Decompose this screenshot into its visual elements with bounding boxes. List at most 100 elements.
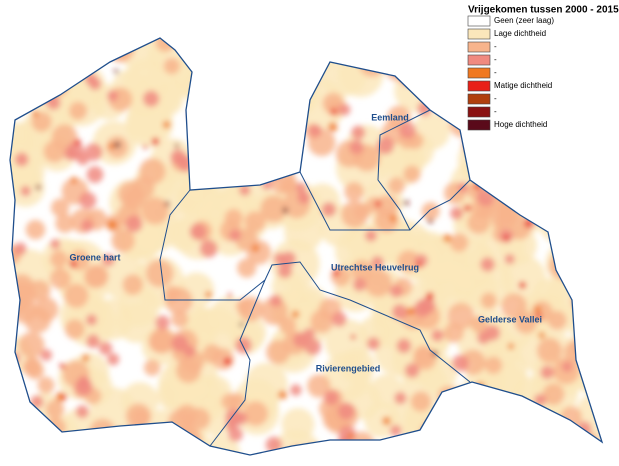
density-blob (518, 281, 527, 289)
density-blob (292, 332, 308, 348)
density-blob (37, 376, 55, 394)
density-blob (149, 327, 176, 354)
density-blob (364, 269, 393, 297)
density-blob (561, 361, 573, 373)
density-blob (290, 384, 302, 396)
region-labels: Eemland Groene hart Utrechtse Heuvelrug Riv… (69, 112, 542, 373)
density-blob (417, 38, 436, 52)
density-blob (350, 334, 356, 340)
density-blob (352, 277, 367, 292)
density-blob (165, 435, 185, 455)
density-blob (570, 38, 602, 69)
density-blob (228, 426, 243, 442)
density-blob (143, 144, 148, 150)
density-blob (489, 451, 497, 455)
density-blob (333, 269, 340, 277)
density-blob (452, 354, 469, 372)
density-blob (193, 440, 199, 445)
density-blob (555, 201, 588, 235)
density-blob (64, 319, 85, 340)
density-blob (347, 432, 354, 439)
density-blob (227, 293, 233, 298)
density-blob (206, 160, 211, 165)
density-blob (476, 135, 519, 179)
legend-label: Matige dichtheid (494, 81, 552, 90)
density-blob (399, 122, 416, 139)
density-blob (456, 428, 484, 455)
density-blob (324, 319, 371, 365)
density-blob (304, 338, 322, 356)
density-blob (388, 177, 405, 195)
legend-label: - (494, 68, 497, 77)
density-blob (397, 250, 420, 273)
density-blob (199, 239, 218, 258)
density-blob (410, 391, 432, 412)
legend-label: - (494, 42, 497, 51)
density-blob (470, 316, 488, 334)
density-blob (26, 361, 45, 380)
density-blob (233, 69, 255, 91)
density-blob (396, 338, 412, 354)
density-blob (563, 221, 602, 262)
density-blob (264, 146, 289, 171)
density-blob (221, 393, 239, 411)
density-blob (10, 87, 15, 96)
density-blob (64, 38, 82, 45)
density-blob (291, 310, 300, 319)
density-blob (421, 202, 440, 221)
density-blob (42, 50, 78, 86)
density-blob (198, 85, 215, 102)
region-label: Groene hart (69, 252, 120, 262)
density-blob (560, 266, 577, 282)
density-blob (549, 156, 568, 175)
region-label: Utrechtse Heuvelrug (331, 262, 419, 272)
density-blob (286, 38, 312, 49)
density-blob (271, 270, 305, 303)
density-blob (338, 103, 351, 116)
density-blob (224, 208, 243, 228)
density-blob (22, 445, 30, 453)
density-blob (493, 411, 512, 430)
density-blob (239, 184, 251, 196)
density-blob (416, 262, 422, 269)
density-blob (31, 445, 48, 455)
density-blob (389, 425, 402, 437)
density-blob (311, 79, 317, 85)
density-blob (49, 268, 71, 290)
legend-title: Vrijgekomen tussen 2000 - 2015 (468, 5, 619, 16)
density-blob (321, 202, 337, 217)
density-blob (107, 90, 119, 102)
density-blob (481, 428, 488, 435)
density-blob (503, 235, 510, 241)
density-blob (495, 113, 532, 150)
legend-swatch (467, 80, 491, 92)
density-blob (370, 38, 387, 51)
legend-swatch (467, 93, 491, 105)
density-blob (553, 85, 586, 119)
density-blob (565, 210, 602, 258)
density-blob (374, 200, 381, 207)
density-blob (222, 54, 241, 73)
density-blob (537, 38, 584, 82)
density-blob (203, 38, 215, 45)
density-blob (534, 393, 547, 407)
density-blob (499, 402, 504, 408)
density-blob (193, 38, 238, 61)
legend-label: Hoge dichtheid (494, 120, 547, 129)
density-blob (285, 42, 324, 81)
density-blob (450, 409, 461, 421)
density-blob (30, 395, 44, 409)
density-blob (520, 160, 537, 177)
density-blob (59, 363, 66, 370)
density-blob (45, 417, 66, 438)
density-blob (107, 353, 120, 366)
density-blob (524, 161, 537, 174)
density-blob (31, 111, 52, 132)
density-blob (162, 120, 171, 129)
density-blob (108, 143, 115, 150)
density-blob (61, 394, 68, 400)
legend-swatch (467, 106, 491, 118)
density-blob (260, 195, 288, 223)
density-blob (222, 162, 239, 179)
density-blob (224, 58, 260, 94)
